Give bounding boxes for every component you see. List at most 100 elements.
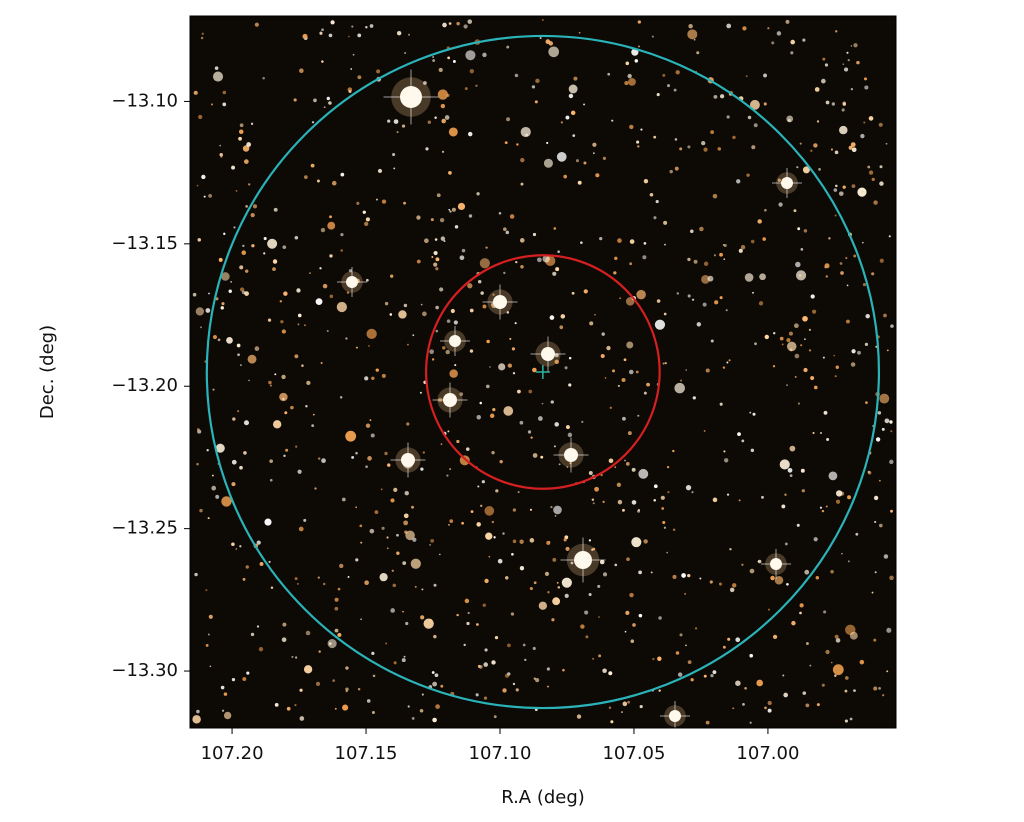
star (434, 116, 437, 119)
star (835, 30, 838, 33)
star (532, 453, 538, 458)
star (692, 396, 696, 400)
star (871, 272, 875, 276)
star (515, 260, 518, 264)
star (865, 401, 868, 405)
star (767, 27, 770, 30)
star (774, 575, 784, 585)
star (269, 478, 273, 482)
star (848, 145, 853, 150)
star (862, 282, 867, 287)
bright-star (443, 393, 457, 407)
star (520, 157, 525, 163)
star (796, 166, 799, 169)
star (688, 23, 693, 29)
star (874, 571, 877, 574)
star (611, 119, 614, 122)
star (713, 254, 716, 257)
star (393, 487, 398, 492)
star (705, 368, 710, 373)
star (430, 538, 435, 543)
star (537, 257, 542, 263)
star (851, 147, 857, 153)
star (505, 230, 510, 235)
star (319, 31, 323, 35)
star (560, 314, 566, 319)
star (805, 703, 810, 708)
star (764, 334, 770, 340)
star (535, 678, 540, 683)
star (712, 193, 718, 199)
star (799, 611, 802, 615)
star (366, 278, 369, 282)
star (699, 226, 704, 232)
star (246, 142, 252, 147)
star (268, 560, 271, 564)
star (690, 678, 694, 682)
star (419, 708, 424, 713)
star (819, 506, 823, 509)
star (631, 48, 639, 56)
star (642, 255, 647, 260)
star (454, 225, 459, 229)
star (480, 291, 484, 295)
star (679, 147, 683, 151)
star (254, 22, 259, 27)
star (431, 671, 435, 674)
star (557, 586, 561, 589)
star (614, 563, 618, 567)
star (408, 33, 410, 36)
star (351, 455, 355, 459)
star (304, 324, 306, 327)
star (297, 469, 302, 474)
star (815, 576, 820, 580)
star (401, 124, 406, 128)
star (477, 279, 482, 284)
star (396, 31, 402, 36)
star (372, 674, 376, 678)
star (664, 361, 667, 365)
star (631, 500, 637, 505)
star (625, 610, 630, 615)
star (565, 425, 570, 429)
star (367, 456, 372, 461)
star (332, 679, 335, 682)
y-tick-label: −13.30 (111, 660, 178, 681)
star (461, 521, 464, 525)
star (822, 356, 825, 359)
star (846, 319, 850, 324)
star (663, 526, 667, 529)
star (610, 720, 614, 724)
star (842, 185, 846, 189)
star (221, 496, 232, 507)
star (786, 338, 791, 343)
star (323, 582, 326, 586)
star (853, 254, 857, 258)
star (310, 163, 315, 168)
star (544, 571, 550, 576)
star (710, 130, 715, 134)
star (621, 711, 623, 714)
star (561, 577, 572, 588)
star (459, 392, 464, 396)
star (808, 349, 812, 352)
star (321, 458, 326, 464)
star (785, 19, 790, 24)
star (825, 505, 828, 508)
star (442, 150, 445, 153)
star (890, 324, 894, 328)
star (628, 77, 636, 86)
star (391, 569, 394, 572)
star (687, 573, 691, 578)
star (239, 287, 245, 292)
star (554, 515, 557, 517)
star (340, 249, 343, 252)
star (230, 280, 232, 283)
star (334, 597, 339, 602)
bright-star (669, 710, 681, 722)
star (864, 342, 869, 346)
star (691, 298, 695, 301)
star (722, 366, 726, 369)
star (365, 26, 368, 29)
star (320, 361, 323, 364)
